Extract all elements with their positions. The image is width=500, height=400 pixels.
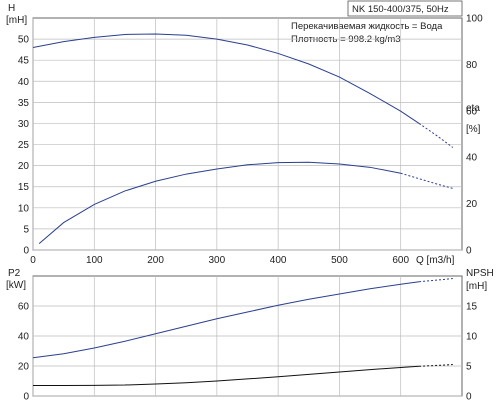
series-1-curve <box>33 365 420 386</box>
y-left-tick-label: 40 <box>18 77 30 88</box>
y-right-tick-label: 0 <box>466 246 472 257</box>
plot-frame <box>32 17 463 251</box>
y-left-tick-label: 5 <box>23 224 29 235</box>
x-axis-title: Q [m3/h] <box>416 255 455 266</box>
y-left-tick-label: 0 <box>23 392 29 400</box>
y-left-axis-unit: [mH] <box>6 15 27 26</box>
series-1-curve <box>38 161 401 245</box>
y-left-axis-title: P2 <box>8 268 21 279</box>
x-tick-label: 300 <box>209 255 226 266</box>
y-right-tick-label: 60 <box>466 106 478 117</box>
y-right-tick-label: 80 <box>466 60 478 71</box>
series-1-curve-extension <box>400 172 453 189</box>
series-0-curve <box>32 33 420 124</box>
y-right-tick-label: 100 <box>466 14 483 25</box>
y-left-tick-label: 35 <box>18 98 30 109</box>
y-left-axis-unit: [kW] <box>6 280 26 291</box>
y-left-tick-label: 60 <box>18 302 30 313</box>
x-tick-label: 200 <box>147 255 164 266</box>
head-efficiency-panel: 0 100 200 300 400 500 600051015202530354045500… <box>6 3 483 266</box>
series-0-curve <box>32 281 420 359</box>
x-tick-label: 600 <box>392 255 409 266</box>
y-right-tick-label: 5 <box>466 362 472 373</box>
series-1-curve-extension <box>419 364 453 367</box>
density-label: Плотность = 998.2 kg/m3 <box>291 34 401 45</box>
y-left-tick-label: 15 <box>18 182 30 193</box>
y-left-tick-label: 45 <box>18 56 30 67</box>
y-left-tick-label: 40 <box>18 332 30 343</box>
y-right-axis-title: NPSH <box>466 268 494 279</box>
model-label: NK 150-400/375, 50Hz <box>352 4 449 15</box>
y-left-tick-label: 50 <box>18 35 30 46</box>
x-tick-label: 400 <box>270 255 287 266</box>
y-right-tick-label: 40 <box>466 153 478 164</box>
y-left-tick-label: 10 <box>18 203 30 214</box>
y-left-tick-label: 20 <box>18 161 30 172</box>
y-left-axis-title: H <box>8 3 15 14</box>
y-left-tick-label: 30 <box>18 119 30 130</box>
y-right-axis-unit: [mH] <box>466 281 487 292</box>
header-box <box>347 0 463 17</box>
y-right-tick-label: 15 <box>466 302 478 313</box>
y-right-axis-title: eta <box>466 103 480 114</box>
x-tick-label: 500 <box>331 255 348 266</box>
y-left-tick-label: 20 <box>18 362 30 373</box>
y-right-axis-unit: [%] <box>466 124 481 135</box>
y-right-tick-label: 10 <box>466 332 478 343</box>
x-tick-label: 100 <box>86 255 103 266</box>
y-right-tick-label: 0 <box>466 392 472 400</box>
series-0-curve-extension <box>418 123 454 148</box>
power-npsh-panel: 0 20 40 60 0 5 10 15 P2[kW] NPSH [mH] <box>6 268 494 400</box>
y-right-tick-label: 20 <box>466 199 478 210</box>
y-left-tick-label: 0 <box>23 246 29 257</box>
y-left-tick-label: 25 <box>18 140 30 151</box>
liquid-label: Перекачиваемая жидкость = Вода <box>291 21 443 32</box>
x-tick-label: 0 <box>30 255 36 266</box>
series-0-curve-extension <box>419 278 453 283</box>
